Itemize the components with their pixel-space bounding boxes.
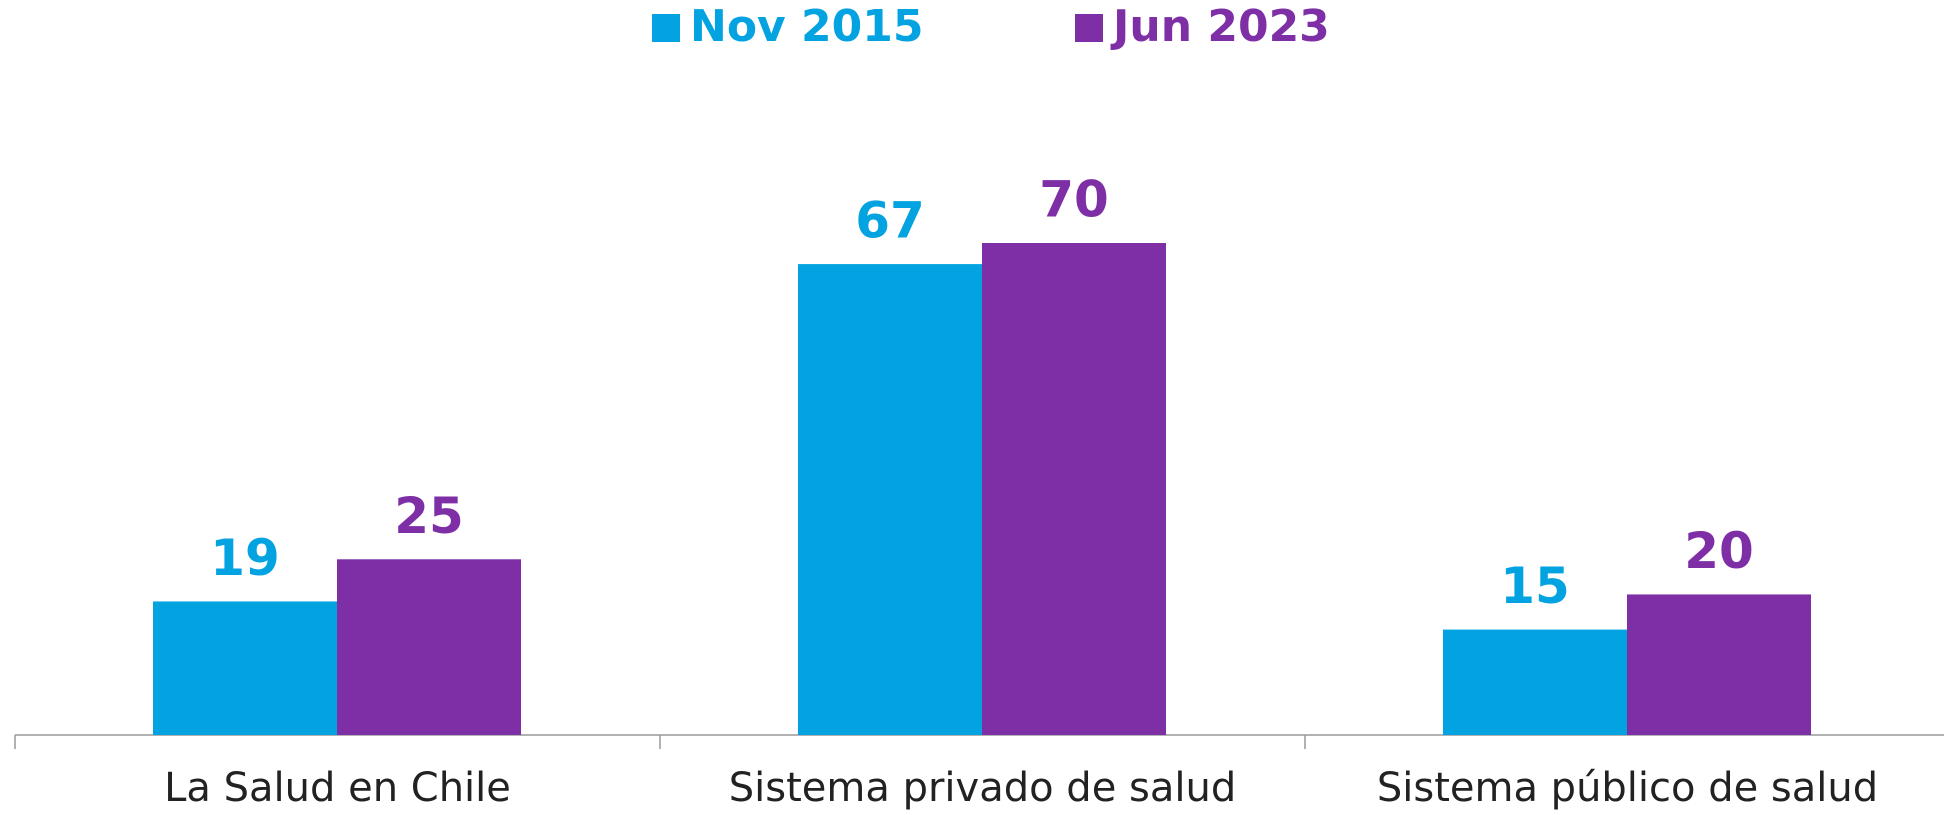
data-label: 70 (1039, 171, 1109, 229)
bar (1627, 594, 1811, 735)
legend-label: Nov 2015 (690, 1, 924, 52)
bar (337, 559, 521, 735)
x-tick-label: La Salud en Chile (164, 765, 511, 811)
data-label: 67 (855, 192, 925, 250)
legend-swatch (652, 14, 680, 42)
data-label: 20 (1684, 522, 1754, 580)
legend-label: Jun 2023 (1110, 1, 1330, 52)
bar (982, 243, 1166, 735)
x-tick-label: Sistema público de salud (1377, 765, 1878, 811)
legend-swatch (1075, 14, 1103, 42)
bar (1443, 629, 1627, 735)
data-label: 25 (394, 487, 464, 545)
bar (153, 601, 337, 735)
bar (798, 264, 982, 735)
data-label: 19 (210, 529, 280, 587)
data-label: 15 (1500, 557, 1570, 615)
x-tick-label: Sistema privado de salud (729, 765, 1236, 811)
